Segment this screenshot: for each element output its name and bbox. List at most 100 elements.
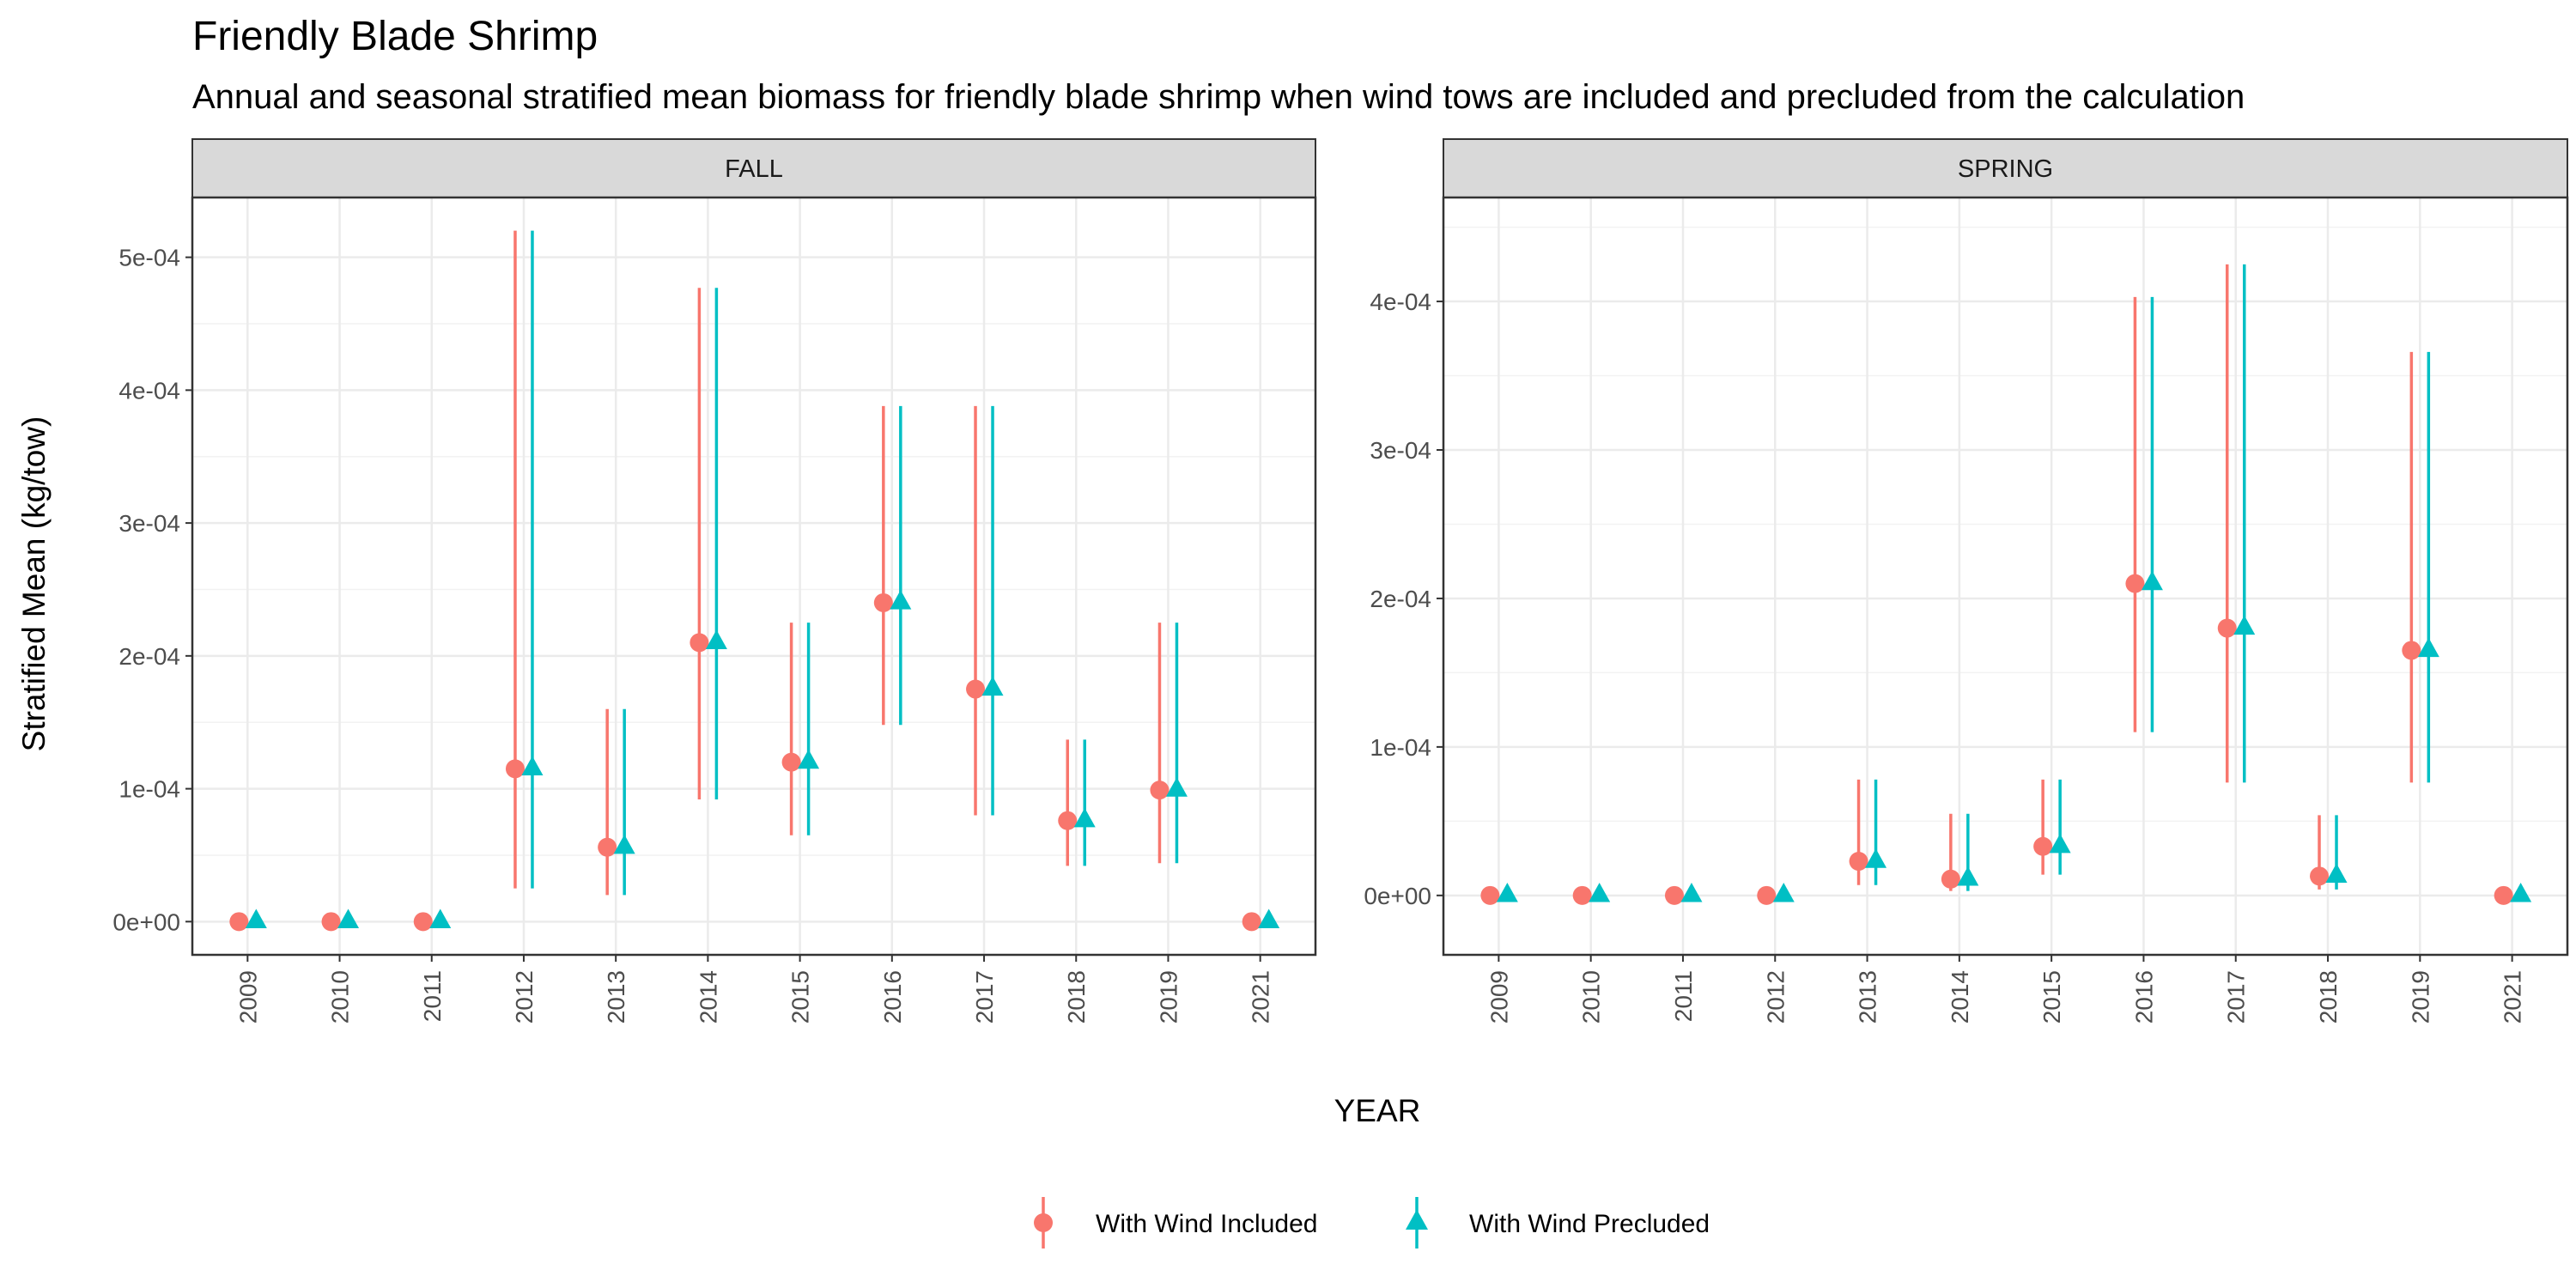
x-tick-label: 2010 — [1578, 970, 1605, 1024]
chart-subtitle: Annual and seasonal stratified mean biom… — [192, 78, 2245, 116]
data-point — [1258, 908, 1280, 928]
facet-label: SPRING — [1958, 155, 2053, 183]
facet-strip — [1443, 138, 2568, 198]
data-point — [1849, 852, 1868, 872]
x-tick-label: 2012 — [511, 970, 538, 1024]
data-point — [1772, 882, 1795, 902]
x-tick-label: 2009 — [1485, 970, 1512, 1024]
facet-strip — [191, 138, 1316, 198]
y-tick-label: 0e+00 — [112, 908, 180, 935]
x-tick-label: 2015 — [2038, 970, 2065, 1024]
data-point — [1480, 885, 1500, 905]
y-tick-label: 2e-04 — [1370, 586, 1431, 612]
data-point — [1664, 885, 1684, 905]
data-point — [2125, 574, 2145, 593]
x-tick-label: 2018 — [1063, 970, 1090, 1024]
x-tick-label: 2016 — [2130, 970, 2157, 1024]
y-tick-label: 1e-04 — [1370, 734, 1431, 761]
data-point — [2402, 641, 2421, 660]
data-point — [873, 592, 893, 612]
x-tick-label: 2013 — [603, 970, 629, 1024]
data-point — [890, 590, 912, 610]
data-point — [1572, 885, 1592, 905]
data-point — [966, 679, 986, 699]
data-point — [1496, 882, 1518, 902]
data-point — [1242, 912, 1261, 932]
data-point — [1957, 866, 1979, 886]
y-tick-label: 3e-04 — [118, 510, 180, 537]
data-point — [2417, 637, 2439, 658]
data-point — [321, 912, 341, 932]
data-point — [798, 749, 820, 769]
panel-border — [191, 196, 1317, 957]
y-tick-label: 4e-04 — [1370, 289, 1431, 315]
data-point — [781, 752, 801, 772]
y-axis-title: Stratified Mean (kg/tow) — [16, 416, 52, 752]
data-point — [505, 759, 525, 779]
data-point — [1165, 777, 1188, 797]
data-point — [429, 908, 452, 928]
data-point — [981, 676, 1004, 696]
x-tick-label: 2009 — [234, 970, 261, 1024]
x-tick-label: 2018 — [2315, 970, 2342, 1024]
data-point — [705, 629, 727, 650]
data-point — [690, 633, 709, 653]
x-tick-label: 2011 — [1670, 970, 1697, 1022]
x-tick-label: 2015 — [787, 970, 814, 1024]
x-tick-label: 2021 — [2500, 970, 2526, 1024]
x-tick-label: 2019 — [2407, 970, 2433, 1024]
data-point — [2033, 836, 2053, 856]
y-tick-label: 5e-04 — [118, 245, 180, 271]
y-tick-label: 0e+00 — [1364, 883, 1431, 909]
facet-label: FALL — [725, 155, 783, 183]
x-axis-title: YEAR — [1334, 1093, 1421, 1128]
chart-title: Friendly Blade Shrimp — [192, 14, 598, 59]
data-point — [1865, 848, 1887, 868]
panel-spring: SPRING 0e+00 1e-04 2e-04 3e-04 4e-04 2009 2010 2… — [1364, 138, 2569, 1024]
panel-fall: FALL 0e+00 1e-04 2e-04 3e-04 4e-04 5e-04 2009 20… — [112, 138, 1317, 1024]
x-tick-label: 2014 — [1947, 970, 1973, 1024]
legend: With Wind Included With Wind Precluded — [1034, 1197, 1710, 1249]
x-tick-label: 2010 — [327, 970, 354, 1024]
y-tick-label: 2e-04 — [118, 643, 180, 670]
x-tick-label: 2017 — [2223, 970, 2250, 1024]
data-point — [1941, 869, 1960, 889]
x-tick-label: 2012 — [1762, 970, 1789, 1024]
y-tick-label: 3e-04 — [1370, 437, 1431, 464]
x-tick-label: 2021 — [1248, 970, 1274, 1024]
data-point — [2510, 882, 2532, 902]
data-point — [2217, 618, 2237, 638]
x-tick-label: 2019 — [1155, 970, 1182, 1024]
legend-label: With Wind Included — [1096, 1210, 1317, 1238]
x-tick-label: 2016 — [879, 970, 906, 1024]
data-point — [1680, 882, 1703, 902]
plot-background — [192, 197, 1315, 955]
data-point — [2233, 615, 2256, 635]
panel-border — [1442, 196, 2569, 957]
data-point — [598, 837, 617, 857]
data-point — [2141, 570, 2163, 591]
data-point — [229, 912, 249, 932]
data-point — [337, 908, 360, 928]
legend-key — [1034, 1213, 1053, 1232]
data-point — [1757, 885, 1777, 905]
data-point — [1150, 781, 1170, 800]
x-tick-label: 2013 — [1855, 970, 1881, 1024]
data-point — [2494, 885, 2513, 905]
data-point — [521, 756, 544, 776]
x-tick-label: 2017 — [971, 970, 998, 1024]
data-point — [2325, 863, 2348, 883]
legend-label: With Wind Precluded — [1469, 1210, 1710, 1238]
data-point — [1058, 811, 1078, 830]
y-tick-label: 1e-04 — [118, 776, 180, 803]
data-point — [1073, 807, 1096, 828]
legend-key — [1406, 1209, 1428, 1230]
x-tick-label: 2011 — [419, 970, 446, 1022]
x-tick-label: 2014 — [695, 970, 721, 1024]
plot-background — [1443, 197, 2567, 955]
data-point — [2049, 833, 2071, 854]
y-tick-label: 4e-04 — [118, 377, 180, 404]
data-point — [2310, 866, 2330, 886]
data-point — [413, 912, 433, 932]
